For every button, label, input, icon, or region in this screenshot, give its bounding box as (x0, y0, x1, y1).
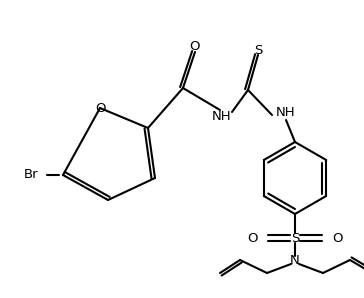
Text: N: N (290, 254, 300, 266)
Text: Br: Br (23, 168, 38, 181)
Text: NH: NH (276, 106, 296, 119)
Text: O: O (248, 232, 258, 244)
Text: O: O (190, 41, 200, 54)
Text: NH: NH (212, 109, 232, 122)
Text: O: O (332, 232, 343, 244)
Text: S: S (291, 232, 299, 244)
Text: O: O (95, 102, 105, 114)
Text: S: S (254, 44, 262, 57)
